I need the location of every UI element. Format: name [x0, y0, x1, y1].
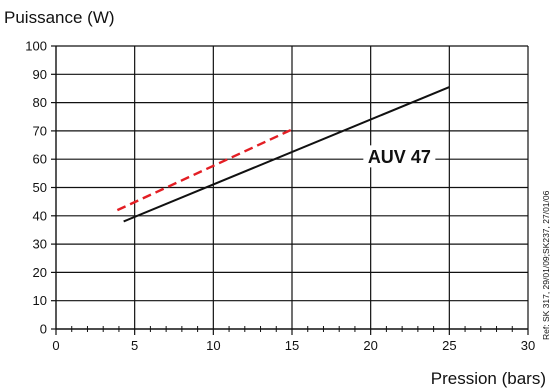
- series-line-auv47: [123, 86, 450, 223]
- y-tick-label: 50: [33, 180, 47, 195]
- x-tick-label: 20: [363, 338, 377, 353]
- x-axis-title: Pression (bars): [430, 369, 546, 388]
- x-tick-label: 0: [52, 338, 59, 353]
- y-tick-label: 80: [33, 95, 47, 110]
- y-tick-label: 10: [33, 293, 47, 308]
- y-tick-label: 30: [33, 237, 47, 252]
- y-tick-label: 90: [33, 67, 47, 82]
- x-tick-label: 5: [131, 338, 138, 353]
- x-tick-label: 10: [206, 338, 220, 353]
- y-tick-label: 70: [33, 123, 47, 138]
- y-tick-label: 60: [33, 152, 47, 167]
- y-tick-label: 0: [40, 322, 47, 337]
- x-tick-label: 15: [285, 338, 299, 353]
- y-axis-title: Puissance (W): [4, 8, 115, 27]
- annotation-background: [363, 145, 436, 168]
- dashed-series-line: [116, 128, 293, 212]
- y-tick-label: 20: [33, 265, 47, 280]
- reference-note: Ref: SK 317, 29/01/09;SK237, 27/01/06: [541, 190, 551, 340]
- y-tick-label: 100: [25, 39, 47, 54]
- x-tick-label: 25: [442, 338, 456, 353]
- series-annotation-label: AUV 47: [368, 147, 431, 167]
- y-tick-label: 40: [33, 208, 47, 223]
- x-tick-label: 30: [521, 338, 535, 353]
